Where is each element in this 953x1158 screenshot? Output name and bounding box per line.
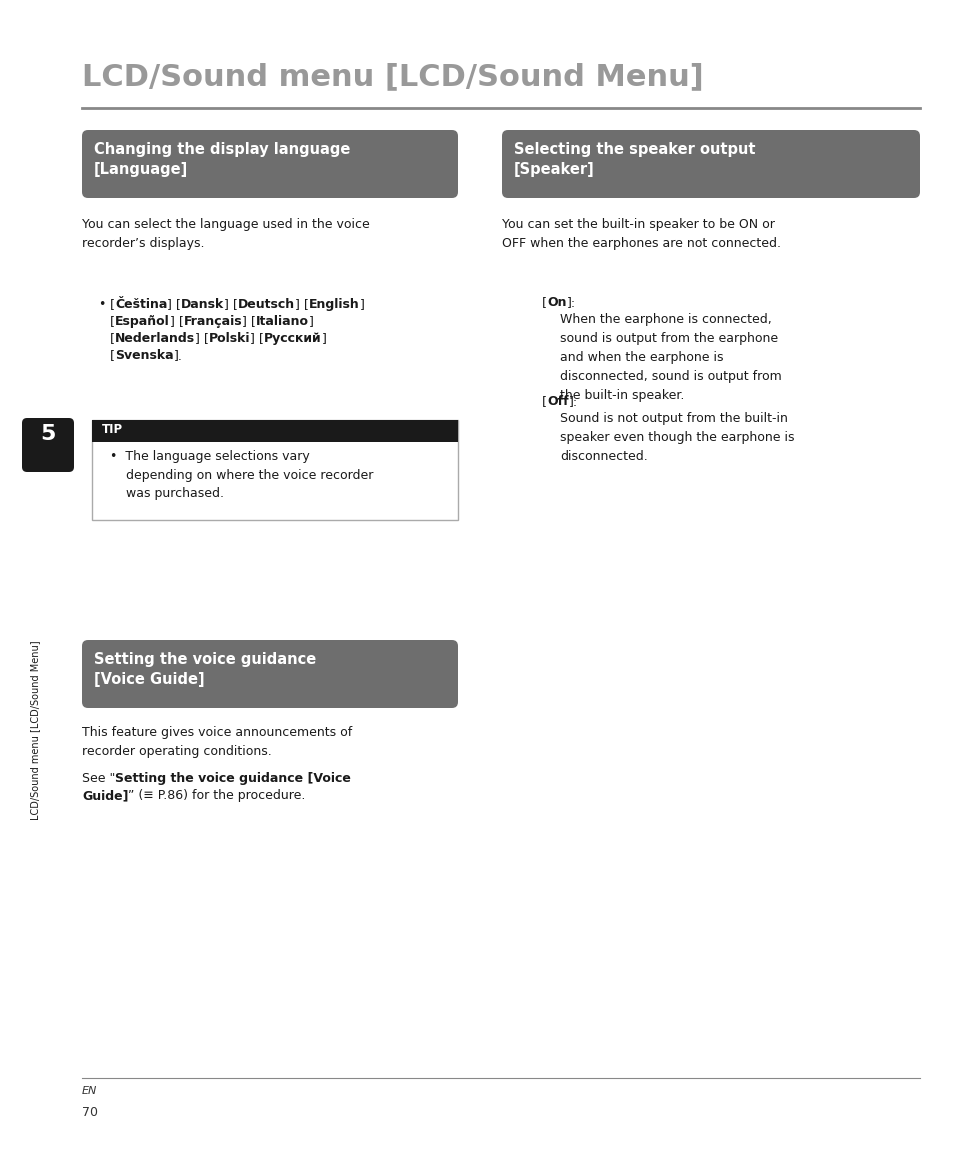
Text: ]: ] [322, 332, 327, 345]
Text: Setting the voice guidance [Voice: Setting the voice guidance [Voice [115, 772, 351, 785]
Text: Español: Español [115, 315, 170, 328]
Text: ] [: ] [ [167, 298, 181, 312]
FancyBboxPatch shape [22, 418, 74, 472]
Text: [Speaker]: [Speaker] [514, 162, 594, 177]
Text: Polski: Polski [209, 332, 251, 345]
Text: ]: ] [309, 315, 314, 328]
Text: ” (≡ P.86) for the procedure.: ” (≡ P.86) for the procedure. [129, 789, 306, 802]
Text: Off: Off [546, 395, 568, 408]
Text: TIP: TIP [102, 423, 123, 437]
FancyBboxPatch shape [91, 420, 457, 520]
Text: •  The language selections vary
    depending on where the voice recorder
    wa: • The language selections vary depending… [110, 450, 373, 500]
Text: Svenska: Svenska [115, 349, 173, 362]
FancyBboxPatch shape [501, 130, 919, 198]
Text: ] [: ] [ [242, 315, 255, 328]
Text: Dansk: Dansk [181, 298, 224, 312]
Text: [: [ [541, 395, 546, 408]
Text: Italiano: Italiano [255, 315, 309, 328]
Text: Changing the display language: Changing the display language [94, 142, 350, 157]
Text: [: [ [110, 332, 115, 345]
Text: ]: ] [359, 298, 365, 312]
Text: [: [ [110, 298, 115, 312]
Text: •: • [98, 298, 105, 312]
Text: [: [ [110, 315, 115, 328]
Text: You can select the language used in the voice
recorder’s displays.: You can select the language used in the … [82, 218, 370, 250]
Text: When the earphone is connected,
sound is output from the earphone
and when the e: When the earphone is connected, sound is… [559, 313, 781, 402]
Text: Guide]: Guide] [82, 789, 129, 802]
Text: ]:: ]: [568, 395, 578, 408]
Text: 70: 70 [82, 1106, 98, 1119]
Text: [Language]: [Language] [94, 162, 188, 177]
Text: This feature gives voice announcements of
recorder operating conditions.: This feature gives voice announcements o… [82, 726, 352, 758]
Text: On: On [546, 296, 566, 309]
Text: ] [: ] [ [170, 315, 183, 328]
Text: ] [: ] [ [295, 298, 309, 312]
Text: Deutsch: Deutsch [238, 298, 295, 312]
Text: You can set the built-in speaker to be ON or
OFF when the earphones are not conn: You can set the built-in speaker to be O… [501, 218, 781, 250]
Text: Setting the voice guidance: Setting the voice guidance [94, 652, 315, 667]
Text: [Voice Guide]: [Voice Guide] [94, 672, 204, 687]
Text: Čeština: Čeština [115, 298, 167, 312]
Text: 5: 5 [40, 424, 55, 444]
Text: [: [ [110, 349, 115, 362]
Text: LCD/Sound menu [LCD/Sound Menu]: LCD/Sound menu [LCD/Sound Menu] [82, 63, 703, 91]
Text: Selecting the speaker output: Selecting the speaker output [514, 142, 755, 157]
Text: See ": See " [82, 772, 115, 785]
Text: LCD/Sound menu [LCD/Sound Menu]: LCD/Sound menu [LCD/Sound Menu] [30, 640, 40, 820]
Text: English: English [309, 298, 359, 312]
Text: ].: ]. [173, 349, 182, 362]
FancyBboxPatch shape [91, 420, 457, 442]
Text: [: [ [541, 296, 546, 309]
Text: ] [: ] [ [224, 298, 238, 312]
FancyBboxPatch shape [82, 640, 457, 708]
Text: Sound is not output from the built-in
speaker even though the earphone is
discon: Sound is not output from the built-in sp… [559, 412, 794, 463]
Text: Français: Français [183, 315, 242, 328]
FancyBboxPatch shape [82, 130, 457, 198]
Text: Nederlands: Nederlands [115, 332, 195, 345]
Text: ] [: ] [ [251, 332, 264, 345]
Text: ] [: ] [ [195, 332, 209, 345]
Text: EN: EN [82, 1086, 97, 1095]
Text: Русский: Русский [264, 332, 322, 345]
Text: ]:: ]: [566, 296, 575, 309]
